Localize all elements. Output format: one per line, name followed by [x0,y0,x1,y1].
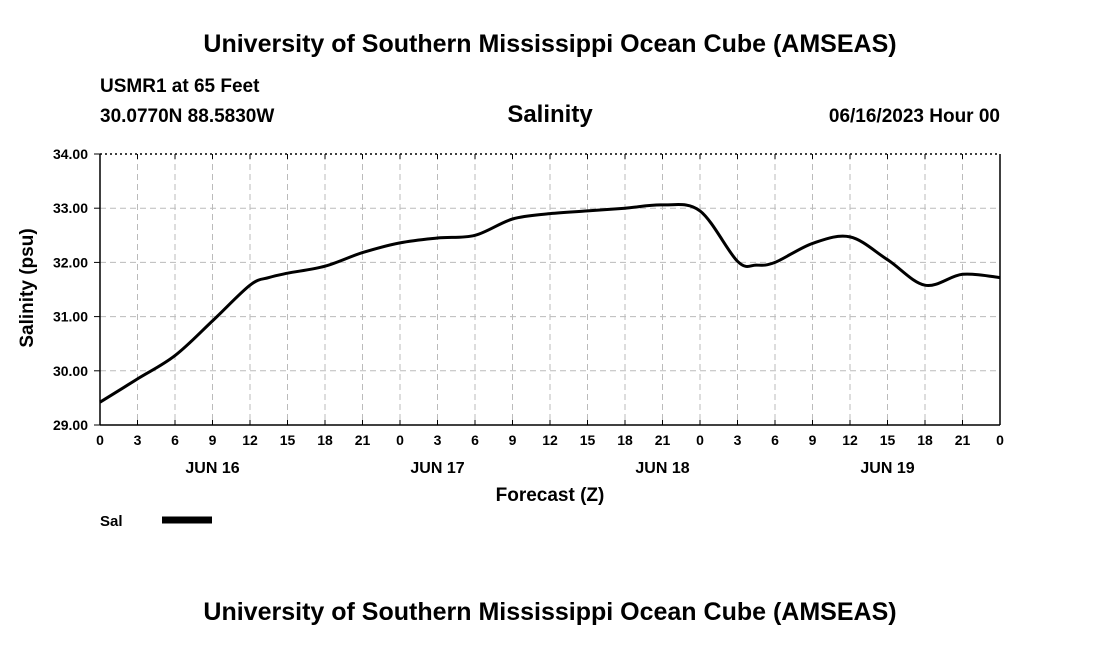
axes [94,153,1001,426]
x-tick-label: 15 [880,432,896,448]
day-label: JUN 18 [635,460,689,477]
x-tick-label: 3 [734,432,742,448]
footer-title: University of Southern Mississippi Ocean… [203,598,897,626]
coordinates-label: 30.0770N 88.5830W [100,106,275,127]
y-tick-label: 31.00 [53,309,88,325]
y-axis-label: Salinity (psu) [17,228,38,347]
day-label: JUN 17 [410,460,464,477]
x-tick-label: 21 [955,432,971,448]
series-line-sal [99,203,1001,404]
x-tick-label: 18 [917,432,933,448]
chart-title: Salinity [507,101,593,128]
series [99,203,1001,404]
salinity-chart: 0 3 6 9 12 15 18 21 0 3 6 9 12 15 18 21 0 3 6 9 12 15 18 21 0 29.… [17,146,1004,530]
x-tick-label: 6 [771,432,779,448]
x-tick-label: 3 [134,432,142,448]
x-tick-label: 12 [542,432,558,448]
x-tick-label: 0 [996,432,1004,448]
x-tick-label: 15 [280,432,296,448]
x-tick-label: 9 [509,432,517,448]
x-tick-label: 0 [96,432,104,448]
day-label: JUN 16 [185,460,239,477]
x-axis-label: Forecast (Z) [496,485,605,506]
x-tick-label: 6 [171,432,179,448]
x-tick-label: 3 [434,432,442,448]
legend: Sal [100,513,212,530]
y-tick-label: 29.00 [53,417,88,433]
x-tick-label: 0 [696,432,704,448]
day-label: JUN 19 [860,460,914,477]
y-tick-label: 34.00 [53,146,88,162]
page-title: University of Southern Mississippi Ocean… [203,30,897,58]
x-tick-label: 9 [809,432,817,448]
x-tick-label: 0 [396,432,404,448]
y-tick-label: 33.00 [53,200,88,216]
x-tick-label: 15 [580,432,596,448]
x-tick-label: 12 [242,432,258,448]
run-time-label: 06/16/2023 Hour 00 [828,106,1000,127]
grid [100,154,1000,425]
station-label: USMR1 at 65 Feet [100,76,260,97]
x-tick-label: 21 [655,432,671,448]
y-tick-label: 32.00 [53,254,88,270]
x-tick-label: 12 [842,432,858,448]
x-tick-label: 9 [209,432,217,448]
legend-label: Sal [100,513,123,530]
y-tick-label: 30.00 [53,363,88,379]
x-tick-label: 18 [317,432,333,448]
x-tick-label: 6 [471,432,479,448]
tick-labels: 0 3 6 9 12 15 18 21 0 3 6 9 12 15 18 21 0 3 6 9 12 15 18 21 0 29.… [53,146,1004,477]
x-tick-label: 21 [355,432,371,448]
x-tick-label: 18 [617,432,633,448]
